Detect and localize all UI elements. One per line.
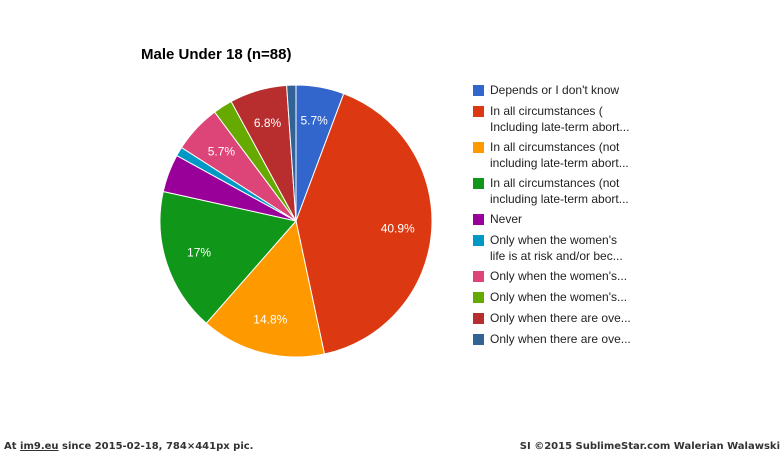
legend-swatch-icon — [473, 235, 484, 246]
legend-item-8[interactable]: Only when the women's... — [473, 289, 663, 305]
legend-label-line: Only when the women's... — [490, 269, 628, 283]
slice-data-label-2: 40.9% — [381, 222, 415, 236]
legend-item-1[interactable]: Depends or I don't know — [473, 82, 663, 98]
legend-label: Depends or I don't know — [490, 82, 650, 98]
pie-slice-4[interactable] — [159, 190, 297, 324]
chart-legend: Depends or I don't know In all circumstan… — [473, 82, 663, 352]
legend-swatch-icon — [473, 142, 484, 153]
legend-swatch-icon — [473, 106, 484, 117]
pie-slice-10[interactable] — [286, 84, 297, 222]
footer-prefix: At — [4, 441, 21, 452]
legend-label-line: Never — [490, 212, 523, 226]
legend-swatch-icon — [473, 178, 484, 189]
footer-site-link[interactable]: im9.eu — [20, 441, 59, 452]
legend-swatch-icon — [473, 214, 484, 225]
legend-label: Only when the women's life is at risk and… — [490, 232, 650, 264]
legend-label-line: Depends or I don't know — [490, 83, 620, 97]
legend-label-line: life is at risk and/or bec... — [490, 249, 623, 263]
legend-swatch-icon — [473, 85, 484, 96]
legend-item-3[interactable]: In all circumstances (not including late-… — [473, 139, 663, 171]
legend-item-4[interactable]: In all circumstances (not including late-… — [473, 175, 663, 207]
slice-data-label-9: 6.8% — [254, 116, 282, 130]
legend-item-9[interactable]: Only when there are ove... — [473, 310, 663, 326]
legend-label-line: In all circumstances (not — [490, 140, 620, 154]
pie-chart: 5.7% 40.9% 14.8% 17% 5.7% 6.8% — [159, 84, 433, 358]
footer-bar: At im9.eu since 2015-02-18, 784×441px pi… — [0, 441, 784, 453]
legend-label-line: Only when there are ove... — [490, 332, 631, 346]
chart-title: Male Under 18 (n=88) — [141, 46, 292, 63]
slice-data-label-3: 14.8% — [253, 313, 287, 327]
legend-label-line: Only when the women's... — [490, 290, 628, 304]
legend-label: Only when there are ove... — [490, 331, 650, 347]
legend-label-line: Only when there are ove... — [490, 311, 631, 325]
legend-label: Only when there are ove... — [490, 310, 650, 326]
legend-label-line: including late-term abort... — [490, 156, 629, 170]
legend-swatch-icon — [473, 271, 484, 282]
slice-data-label-4: 17% — [187, 246, 211, 260]
legend-label-line: Only when the women's — [490, 233, 618, 247]
legend-label-line: In all circumstances ( — [490, 104, 603, 118]
legend-swatch-icon — [473, 334, 484, 345]
legend-swatch-icon — [473, 292, 484, 303]
legend-label-line: including late-term abort... — [490, 192, 629, 206]
legend-item-2[interactable]: In all circumstances ( Including late-ter… — [473, 103, 663, 135]
legend-swatch-icon — [473, 313, 484, 324]
slice-data-label-1: 5.7% — [301, 114, 329, 128]
pie-slice-3[interactable] — [205, 219, 326, 358]
slice-data-label-7: 5.7% — [208, 144, 236, 158]
legend-label: In all circumstances (not including late-… — [490, 139, 650, 171]
legend-item-6[interactable]: Only when the women's life is at risk and… — [473, 232, 663, 264]
legend-label: Only when the women's... — [490, 268, 650, 284]
legend-label-line: Including late-term abort... — [490, 120, 630, 134]
legend-item-7[interactable]: Only when the women's... — [473, 268, 663, 284]
pie-slice-2[interactable] — [295, 93, 433, 355]
legend-label: Never — [490, 211, 650, 227]
legend-item-10[interactable]: Only when there are ove... — [473, 331, 663, 347]
legend-label: In all circumstances ( Including late-ter… — [490, 103, 650, 135]
footer-suffix: since 2015-02-18, 784×441px pic. — [58, 441, 254, 452]
legend-label: In all circumstances (not including late-… — [490, 175, 650, 207]
footer-copyright: SI ©2015 SublimeStar.com Walerian Walaws… — [519, 441, 780, 452]
footer-credit: At im9.eu since 2015-02-18, 784×441px pi… — [4, 441, 253, 452]
legend-label-line: In all circumstances (not — [490, 176, 620, 190]
chart-area: Male Under 18 (n=88) 5.7% 40.9% 14.8% 17% 5.… — [141, 46, 663, 358]
legend-item-5[interactable]: Never — [473, 211, 663, 227]
legend-label: Only when the women's... — [490, 289, 650, 305]
